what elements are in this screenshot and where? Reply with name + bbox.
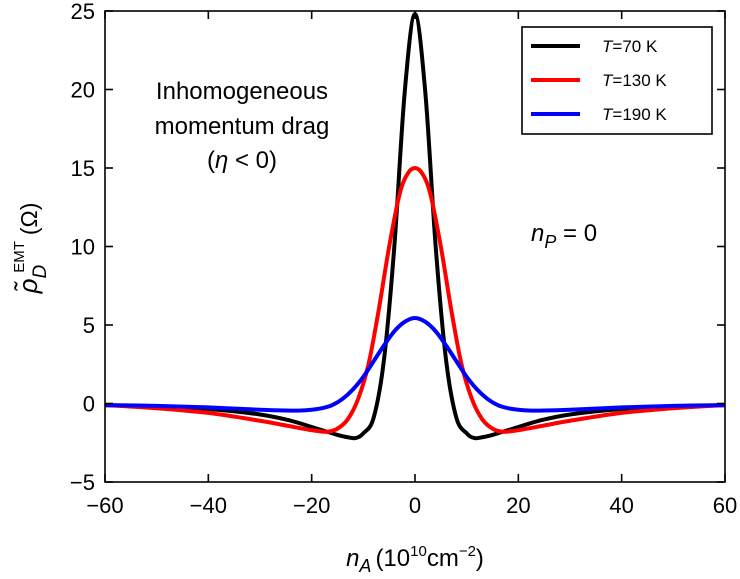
x-tick-label: −20 [293, 493, 330, 518]
y-tick-label: 25 [71, 0, 95, 24]
legend: T=70 K T=130 K T=190 K [521, 26, 713, 135]
x-tick-label: −60 [86, 493, 123, 518]
x-tick-label: −40 [190, 493, 227, 518]
legend-label-70k: T=70 K [602, 37, 658, 56]
x-tick-label: 40 [609, 493, 633, 518]
y-tick-label: 10 [71, 235, 95, 260]
y-tick-label: 15 [71, 156, 95, 181]
y-tick-label: 20 [71, 78, 95, 103]
x-tick-label: 0 [409, 493, 421, 518]
x-tick-label: 20 [506, 493, 530, 518]
series-line-130k [104, 166, 726, 434]
annotation-np: nP = 0 [531, 220, 597, 252]
x-tick-label: 60 [713, 493, 737, 518]
annotation-drag-line1: Inhomogeneous [156, 78, 328, 105]
y-axis-label: ρ̃DEMT(Ω) [11, 203, 51, 295]
plot-frame [104, 10, 726, 483]
annotation-drag-line2: momentum drag [155, 113, 330, 140]
y-tick-label: 0 [83, 392, 95, 417]
legend-label-190k: T=190 K [602, 105, 667, 124]
legend-label-130k: T=130 K [602, 71, 667, 90]
x-axis-label: nA (1010cm−2) [346, 543, 484, 576]
y-tick-label: 5 [83, 313, 95, 338]
y-tick-label: −5 [70, 470, 95, 495]
series-line-190k [104, 315, 726, 413]
tick-layer: −60 −40 −20 0 20 40 60 −5 0 5 10 15 20 25 [70, 0, 737, 518]
annotation-eta: (η < 0) [207, 147, 277, 174]
